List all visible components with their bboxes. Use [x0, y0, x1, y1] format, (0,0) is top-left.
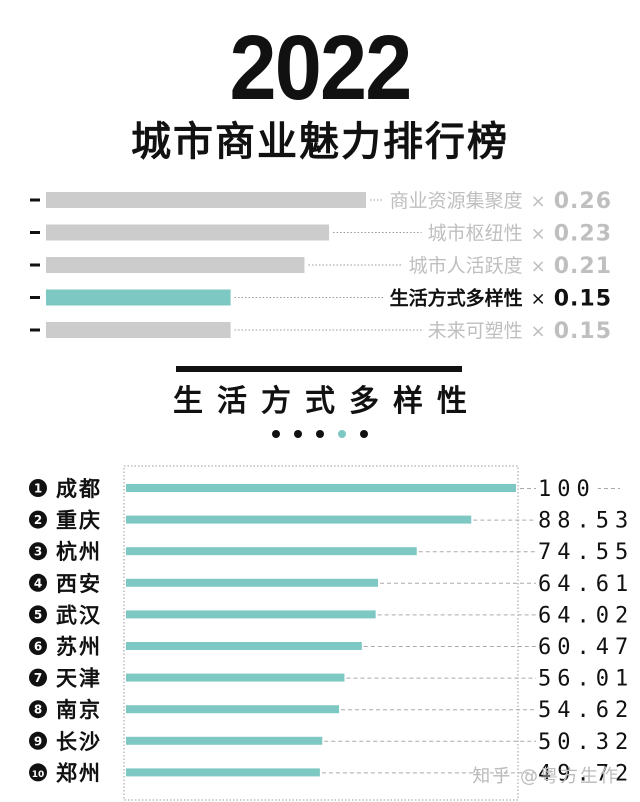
- data-bar: [126, 578, 378, 587]
- data-bar: [126, 705, 340, 714]
- value-label: 54.62: [538, 698, 634, 723]
- rank-number: 2: [34, 513, 42, 527]
- value-label-bg: [536, 603, 637, 629]
- section-divider: [176, 366, 462, 372]
- value-label-bg: [536, 540, 637, 566]
- value-label: 64.02: [538, 603, 634, 628]
- value-label: 56.01: [538, 667, 634, 692]
- city-label: 杭州: [56, 540, 102, 564]
- section-title: 生活方式多样性: [173, 384, 481, 419]
- rank-badge: [29, 479, 47, 497]
- value-label: 64.61: [538, 572, 634, 597]
- watermark: 知乎 @粤方生作: [472, 766, 620, 787]
- value-label-bg: [536, 635, 637, 660]
- value-label-bg: [536, 666, 637, 692]
- rank-badge: [29, 510, 47, 529]
- pager-dot[interactable]: [272, 430, 280, 438]
- rank-badge: [29, 700, 47, 719]
- city-label: 天津: [56, 667, 102, 691]
- pager-dot[interactable]: [338, 430, 346, 438]
- rank-number: 7: [34, 671, 42, 685]
- pager-dot[interactable]: [294, 430, 302, 438]
- rank-number: 6: [34, 640, 42, 654]
- year-title: 2022: [229, 17, 413, 119]
- value-label-bg: [536, 477, 598, 502]
- rank-number: 1: [34, 482, 42, 496]
- value-label-bg: [536, 698, 637, 724]
- data-bar: [126, 673, 345, 682]
- rank-badge: [29, 763, 47, 782]
- rank-badge: [29, 731, 47, 750]
- value-label: 74.55: [538, 540, 634, 565]
- value-label-bg: [536, 761, 637, 787]
- rank-number: 10: [32, 770, 45, 780]
- value-label: 100: [538, 477, 596, 502]
- page-title: 城市商业魅力排行榜: [131, 119, 509, 165]
- rank-number: 5: [34, 608, 42, 622]
- city-label: 武汉: [56, 603, 102, 627]
- value-label-bg: [536, 729, 637, 755]
- rank-badge: [29, 668, 47, 687]
- city-label: 重庆: [56, 509, 102, 533]
- rank-number: 9: [34, 734, 42, 748]
- data-bar: [126, 484, 516, 492]
- value-label: 50.32: [538, 730, 634, 755]
- city-label: 郑州: [56, 761, 102, 785]
- pager-dots: [0, 430, 640, 444]
- rank-badge: [29, 605, 47, 624]
- data-bar: [126, 547, 417, 556]
- value-label-bg: [536, 571, 637, 597]
- value-label: 49.72: [538, 761, 634, 786]
- value-label: 60.47: [538, 635, 634, 660]
- value-label-bg: [536, 508, 637, 534]
- rank-number: 3: [34, 545, 42, 559]
- data-bar: [126, 515, 472, 524]
- rank-badge: [29, 573, 47, 592]
- rank-number: 4: [34, 576, 42, 590]
- city-label: 长沙: [56, 730, 102, 754]
- pager-dot[interactable]: [360, 430, 368, 438]
- rank-badge: [29, 637, 47, 655]
- rank-badge: [29, 542, 47, 561]
- city-label: 西安: [56, 572, 102, 596]
- pager-dot[interactable]: [316, 430, 324, 438]
- data-bar: [126, 642, 362, 650]
- data-bar: [126, 610, 376, 619]
- city-label: 成都: [56, 477, 102, 501]
- city-label: 南京: [56, 698, 102, 722]
- value-label: 88.53: [538, 509, 634, 534]
- city-label: 苏州: [56, 635, 102, 659]
- data-bar: [126, 736, 323, 745]
- data-bar: [126, 768, 320, 777]
- plot-frame: [123, 465, 519, 801]
- rank-number: 8: [34, 703, 42, 717]
